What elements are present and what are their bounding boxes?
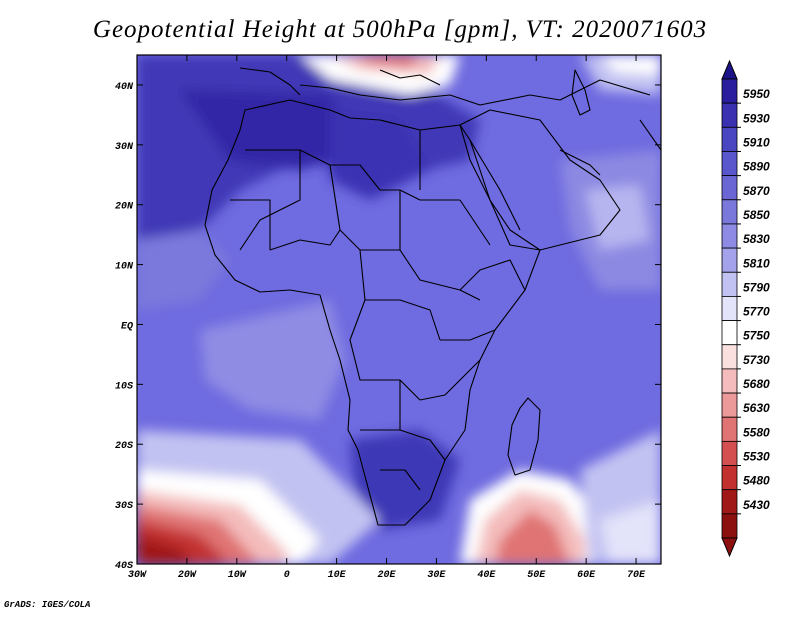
lon-tick-label: 30E xyxy=(427,570,446,581)
colorbar-box xyxy=(721,416,738,442)
colorbar-label: 5430 xyxy=(743,498,770,512)
colorbar-label: 5680 xyxy=(743,377,770,391)
lon-tick-label: 20E xyxy=(378,570,397,581)
lat-tick-label: 30N xyxy=(115,142,134,153)
lat-tick-label: 40S xyxy=(115,561,133,572)
colorbar-box xyxy=(721,126,738,152)
geopotential-field xyxy=(137,55,661,564)
colorbar-box xyxy=(721,223,738,249)
lat-tick-label: 40N xyxy=(115,82,134,93)
lat-tick-label: 10S xyxy=(115,381,133,392)
latitude-labels: 40S 30S 20S 10S EQ 10N 20N 30N 40N xyxy=(115,82,134,572)
colorbar-bottom-arrow xyxy=(721,537,738,558)
colorbar-box xyxy=(721,440,738,466)
colorbar-box xyxy=(721,271,738,297)
colorbar-label: 5730 xyxy=(743,353,770,367)
colorbar-label: 5830 xyxy=(743,232,770,246)
colorbar-label: 5480 xyxy=(743,474,770,488)
lon-tick-label: 60E xyxy=(577,570,596,581)
plot-frame xyxy=(136,54,662,565)
lat-tick-label: 20N xyxy=(115,202,134,213)
colorbar-label: 5750 xyxy=(743,329,770,343)
lon-tick-label: 10E xyxy=(328,570,347,581)
colorbar: 5950 5930 5910 5890 5870 5850 5830 5810 5790 5770… xyxy=(721,59,770,558)
colorbar-label: 5930 xyxy=(743,111,770,125)
lon-tick-label: 20W xyxy=(178,570,197,581)
colorbar-label: 5770 xyxy=(743,305,770,319)
lon-tick-label: 30W xyxy=(128,570,147,581)
colorbar-box xyxy=(721,465,738,491)
colorbar-label: 5790 xyxy=(743,280,770,294)
coastlines xyxy=(204,67,661,526)
colorbar-label: 5910 xyxy=(743,135,770,149)
lon-tick-label: 50E xyxy=(527,570,546,581)
colorbar-label: 5630 xyxy=(743,401,770,415)
colorbar-box xyxy=(721,151,738,177)
colorbar-box xyxy=(721,199,738,225)
colorbar-box xyxy=(721,247,738,273)
colorbar-box xyxy=(721,320,738,346)
colorbar-label: 5530 xyxy=(743,450,770,464)
lon-tick-label: 70E xyxy=(627,570,646,581)
lat-tick-label: EQ xyxy=(121,321,133,332)
colorbar-label: 5870 xyxy=(743,184,770,198)
colorbar-box xyxy=(721,296,738,321)
colorbar-box xyxy=(721,102,738,128)
map-title: Geopotential Height at 500hPa [gpm], VT:… xyxy=(92,16,708,43)
lon-tick-label: 0 xyxy=(284,570,290,581)
lon-tick-label: 40E xyxy=(477,570,496,581)
colorbar-box xyxy=(721,344,738,370)
colorbar-box xyxy=(721,78,738,104)
axis-ticks xyxy=(136,55,661,565)
lat-tick-label: 30S xyxy=(115,501,133,512)
colorbar-box xyxy=(721,368,738,394)
lat-tick-label: 10N xyxy=(115,262,134,273)
colorbar-box xyxy=(721,513,738,539)
colorbar-label: 5890 xyxy=(743,160,770,174)
colorbar-label: 5580 xyxy=(743,425,770,439)
colorbar-label: 5950 xyxy=(743,87,770,101)
lon-tick-label: 10W xyxy=(228,570,247,581)
lat-tick-label: 20S xyxy=(115,441,133,452)
colorbar-label: 5810 xyxy=(743,256,770,270)
colorbar-box xyxy=(721,175,738,201)
longitude-labels: 30W 20W 10W 0 10E 20E 30E 40E 50E 60E 70E xyxy=(128,570,646,581)
colorbar-top-arrow xyxy=(721,59,738,80)
colorbar-label: 5850 xyxy=(743,208,770,222)
colorbar-box xyxy=(721,489,738,515)
grads-credit: GrADS: IGES/COLA xyxy=(4,600,91,610)
colorbar-box xyxy=(721,392,738,418)
